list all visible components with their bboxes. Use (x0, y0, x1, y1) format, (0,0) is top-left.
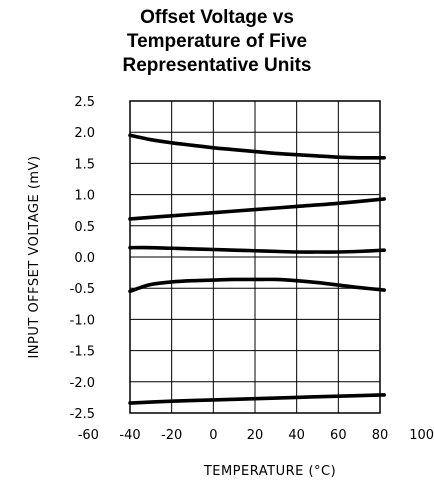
title-line-3: Representative Units (122, 55, 312, 76)
x-tick-labels: -60 -40 -20 0 20 40 60 80 100 (78, 428, 434, 443)
y-tick-label: -2.0 (70, 376, 95, 391)
series-lines (128, 133, 386, 405)
x-tick-label: -60 (78, 428, 99, 443)
y-tick-labels: 2.5 2.0 1.5 1.0 0.5 0.0 -0.5 -1.0 -1.5 -2.0 -2.5 (70, 95, 95, 422)
y-tick-label: -0.5 (70, 282, 95, 297)
y-tick-label: 0.5 (74, 220, 95, 235)
x-axis-label: TEMPERATURE (°C) (203, 464, 336, 479)
x-tick-label: -20 (161, 428, 182, 443)
x-tick-label: 60 (330, 428, 347, 443)
title-line-1: Offset Voltage vs (140, 7, 294, 28)
y-tick-label: 0.0 (74, 251, 95, 266)
grid-lines (130, 101, 380, 413)
y-tick-label: -1.5 (70, 345, 95, 360)
y-tick-label: 1.5 (74, 157, 95, 172)
chart-title: Offset Voltage vs Temperature of Five Re… (0, 6, 434, 78)
x-tick-label: 80 (372, 428, 389, 443)
series-line-5 (128, 393, 386, 405)
x-tick-label: 40 (288, 428, 305, 443)
y-tick-label: 2.0 (74, 126, 95, 141)
y-tick-label: -1.0 (70, 313, 95, 328)
y-tick-label: 2.5 (74, 95, 95, 110)
x-tick-label: 100 (409, 428, 434, 443)
title-line-2: Temperature of Five (126, 31, 308, 52)
x-tick-label: -40 (119, 428, 140, 443)
plot-frame (129, 100, 381, 414)
series-line-2 (128, 197, 386, 221)
series-line-3 (128, 245, 386, 254)
y-tick-label: -2.5 (70, 407, 95, 422)
series-line-4 (128, 277, 386, 294)
x-tick-label: 0 (209, 428, 217, 443)
y-axis-label: INPUT OFFSET VOLTAGE (mV) (27, 155, 42, 358)
y-tick-label: 1.0 (74, 189, 95, 204)
series-line-1 (128, 133, 386, 160)
x-tick-label: 20 (247, 428, 264, 443)
